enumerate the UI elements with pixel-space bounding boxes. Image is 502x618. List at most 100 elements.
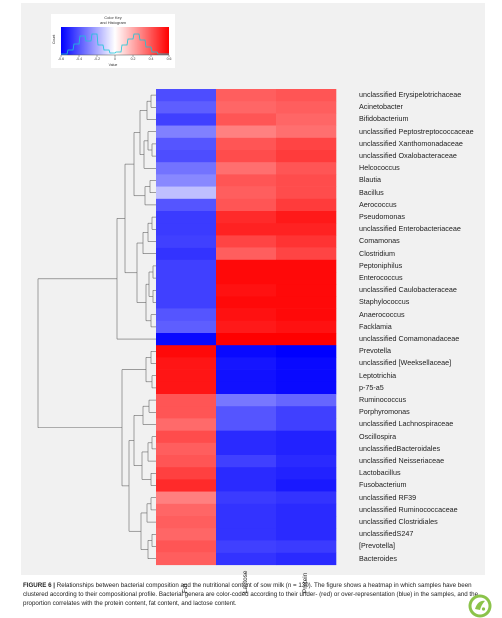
heatmap-cell bbox=[156, 198, 217, 212]
heatmap-cell bbox=[216, 394, 277, 407]
heatmap-cell bbox=[156, 345, 217, 358]
row-label: Peptoniphilus bbox=[359, 260, 403, 270]
color-key-title-line1: Color Key bbox=[104, 15, 122, 20]
row-label: Blautia bbox=[359, 175, 381, 185]
heatmap-cell bbox=[216, 162, 277, 175]
heatmap-cell bbox=[276, 235, 337, 248]
frontiers-logo-icon bbox=[468, 594, 492, 618]
row-label: Clostridium bbox=[359, 248, 395, 258]
heatmap-cell bbox=[216, 150, 277, 163]
heatmap-cell bbox=[216, 430, 277, 444]
color-key-histogram bbox=[61, 33, 169, 55]
heatmap-svg bbox=[37, 89, 337, 566]
color-key-tick-label: -0.6 bbox=[57, 57, 65, 61]
heatmap-cell bbox=[156, 394, 217, 407]
heatmap-cell bbox=[276, 381, 337, 395]
heatmap-cell bbox=[216, 442, 277, 456]
heatmap-cell bbox=[276, 101, 337, 114]
color-key-tick-label: 0.4 bbox=[148, 57, 154, 61]
heatmap-cell bbox=[276, 247, 337, 261]
color-key-tick-label: 0 bbox=[114, 57, 116, 61]
heatmap-cell bbox=[216, 223, 277, 236]
heatmap-cell bbox=[156, 320, 217, 334]
heatmap-cell bbox=[276, 284, 337, 297]
heatmap-cell bbox=[156, 150, 217, 163]
heatmap-cell bbox=[276, 442, 337, 456]
figure-panel: Color Key and Histogram Count Value -0.6… bbox=[21, 3, 485, 593]
heatmap-cell bbox=[156, 418, 217, 431]
heatmap-cell bbox=[276, 345, 337, 358]
row-label: unclassifiedS247 bbox=[359, 529, 414, 539]
heatmap-cell bbox=[276, 174, 337, 187]
row-label: [Prevotella] bbox=[359, 541, 395, 551]
row-label: Helcococcus bbox=[359, 163, 400, 173]
row-label: Anaerococcus bbox=[359, 309, 405, 319]
heatmap-cell bbox=[216, 247, 277, 261]
heatmap-cell bbox=[156, 211, 217, 224]
heatmap-cell bbox=[276, 552, 337, 566]
heatmap-cell bbox=[156, 186, 217, 200]
heatmap-cell bbox=[156, 540, 217, 553]
heatmap-cell bbox=[156, 125, 217, 139]
heatmap-cell bbox=[276, 406, 337, 419]
heatmap-cell bbox=[216, 284, 277, 297]
heatmap-cell bbox=[276, 198, 337, 212]
heatmap-cell bbox=[216, 552, 277, 566]
color-key-title-line2: and Histogram bbox=[99, 20, 126, 25]
color-key: Color Key and Histogram Count Value -0.6… bbox=[51, 14, 175, 68]
heatmap-cell bbox=[216, 357, 277, 370]
heatmap-cell bbox=[276, 516, 337, 529]
heatmap-cell bbox=[276, 162, 337, 175]
row-label: unclassified Comamonadaceae bbox=[359, 334, 460, 343]
heatmap-cell bbox=[216, 406, 277, 419]
row-label: Staphylococcus bbox=[359, 297, 410, 307]
heatmap-cell bbox=[216, 503, 277, 517]
row-label: Bifidobacterium bbox=[359, 114, 409, 124]
heatmap-cell bbox=[216, 125, 277, 139]
row-label: unclassified Peptostreptococcaceae bbox=[359, 126, 474, 136]
color-key-graphic bbox=[60, 27, 170, 57]
heatmap-cell bbox=[216, 308, 277, 322]
heatmap-cell bbox=[156, 503, 217, 517]
row-label: unclassified Clostridiales bbox=[359, 517, 438, 526]
row-label: unclassified Xanthomonadaceae bbox=[359, 138, 463, 148]
row-label: unclassified Ruminococcaceae bbox=[359, 504, 458, 514]
row-label: Leptotrichia bbox=[359, 370, 397, 380]
row-label: Acinetobacter bbox=[359, 102, 403, 112]
heatmap-cell bbox=[276, 491, 337, 505]
heatmap-cell bbox=[156, 284, 217, 297]
heatmap-cell bbox=[276, 272, 337, 285]
color-key-tick-label: 0.6 bbox=[166, 57, 172, 61]
heatmap-cell bbox=[156, 455, 217, 468]
heatmap-cell bbox=[276, 150, 337, 163]
heatmap-cell bbox=[156, 101, 217, 114]
row-label: unclassified Caulobacteraceae bbox=[359, 285, 457, 295]
row-label: unclassified Neisseriaceae bbox=[359, 456, 445, 465]
heatmap-cell bbox=[276, 259, 337, 273]
row-label: Bacteroides bbox=[359, 553, 397, 563]
caption-lead: FIGURE 6 | bbox=[23, 582, 55, 589]
heatmap-cell bbox=[156, 296, 217, 309]
heatmap-cell bbox=[156, 272, 217, 285]
heatmap-cell bbox=[276, 308, 337, 322]
heatmap-cell bbox=[156, 235, 217, 248]
heatmap-cell bbox=[216, 381, 277, 395]
heatmap-cell bbox=[216, 211, 277, 224]
heatmap-cell bbox=[216, 137, 277, 151]
heatmap-cell bbox=[276, 137, 337, 151]
row-label: Oscillospira bbox=[359, 431, 397, 441]
heatmap-cells bbox=[156, 89, 337, 566]
heatmap-cell bbox=[156, 89, 217, 102]
row-label: unclassified [Weeksellaceae] bbox=[359, 358, 452, 368]
heatmap-cell bbox=[276, 503, 337, 517]
row-label: p-75-a5 bbox=[359, 382, 384, 392]
heatmap-cell bbox=[276, 369, 337, 383]
row-label: Ruminococcus bbox=[359, 395, 407, 404]
row-label: unclassified Erysipelotrichaceae bbox=[359, 90, 462, 99]
heatmap-cell bbox=[216, 101, 277, 114]
heatmap-cell bbox=[156, 162, 217, 175]
heatmap-cell bbox=[276, 540, 337, 553]
heatmap-cell bbox=[276, 211, 337, 224]
heatmap-cell bbox=[276, 394, 337, 407]
row-label: Comamonas bbox=[359, 236, 400, 246]
